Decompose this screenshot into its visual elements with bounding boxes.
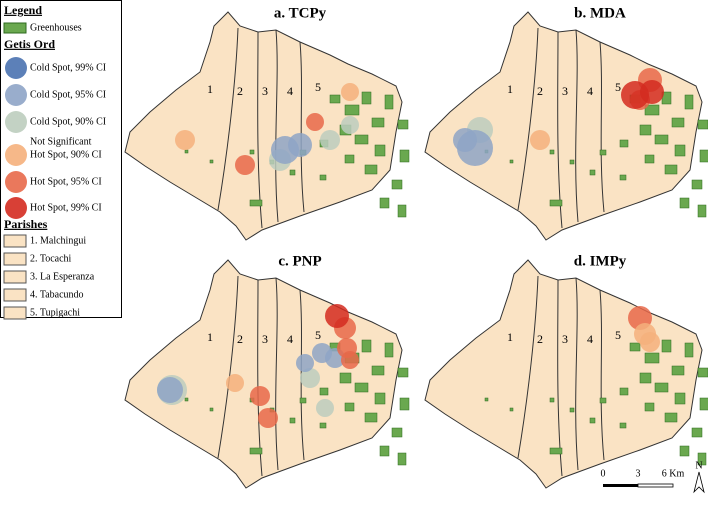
parish-number: 2 bbox=[237, 332, 243, 346]
hot-spot bbox=[306, 113, 324, 131]
hot-spot bbox=[226, 374, 244, 392]
parish-number: 2 bbox=[537, 332, 543, 346]
hot-spot bbox=[325, 304, 349, 328]
parish-number: 1 bbox=[507, 82, 513, 96]
parish-number: 4 bbox=[587, 84, 593, 98]
parish-number: 1 bbox=[207, 82, 213, 96]
north-arrow bbox=[693, 471, 705, 494]
parish-swatch bbox=[3, 234, 27, 248]
hot-spot bbox=[296, 354, 314, 372]
scale-label: 3 bbox=[636, 468, 641, 479]
legend: Legend Greenhouses Getis Ord Parishes Co… bbox=[0, 0, 122, 320]
parish-number: 2 bbox=[237, 84, 243, 98]
parish-swatch bbox=[3, 306, 27, 320]
legend-symbol bbox=[5, 111, 27, 133]
scale-label: 6 Km bbox=[662, 468, 685, 479]
legend-symbol bbox=[5, 144, 27, 166]
hot-spot bbox=[300, 368, 320, 388]
parish-map bbox=[424, 259, 708, 489]
hot-spot bbox=[341, 116, 359, 134]
parish-number: 3 bbox=[262, 332, 268, 346]
parish-number: 1 bbox=[207, 330, 213, 344]
legend-heading: Parishes bbox=[4, 217, 48, 231]
hot-spot bbox=[341, 351, 359, 369]
hot-spot bbox=[640, 332, 660, 352]
legend-title: Legend bbox=[4, 3, 42, 17]
parish-map bbox=[124, 259, 410, 489]
parish-number: 1 bbox=[507, 330, 513, 344]
legend-symbol bbox=[5, 57, 27, 79]
panel-title: c. PNP bbox=[278, 253, 321, 269]
hot-spot bbox=[288, 133, 312, 157]
parish-number: 5 bbox=[315, 80, 321, 94]
map-panel: 1 2 3 4 5 d. IMPy bbox=[424, 253, 708, 489]
panel-title: d. IMPy bbox=[574, 253, 627, 269]
legend-symbol bbox=[5, 84, 27, 106]
parish-number: 2 bbox=[537, 84, 543, 98]
parish-map bbox=[424, 11, 708, 241]
parish-number: 5 bbox=[615, 80, 621, 94]
legend-symbol bbox=[5, 171, 27, 193]
hot-spot bbox=[316, 399, 334, 417]
parish-number: 3 bbox=[262, 84, 268, 98]
parish-number: 4 bbox=[287, 84, 293, 98]
legend-label: Hot Spot, 90% CI bbox=[30, 149, 102, 160]
scale-segment bbox=[603, 484, 638, 487]
hot-spot bbox=[320, 130, 340, 150]
greenhouse-swatch bbox=[3, 22, 27, 34]
parish-swatch bbox=[3, 252, 27, 266]
scale-bar: 0 3 6 Km bbox=[601, 468, 685, 488]
hot-spot bbox=[341, 83, 359, 101]
parish-number: 4 bbox=[287, 332, 293, 346]
legend-label: Hot Spot, 95% CI bbox=[30, 176, 102, 187]
hot-spot bbox=[530, 130, 550, 150]
parish-number: 5 bbox=[615, 328, 621, 342]
scale-segment bbox=[637, 483, 674, 488]
legend-label: 4. Tabacundo bbox=[30, 289, 84, 300]
parish-swatch bbox=[3, 288, 27, 302]
legend-label: 1. Malchingui bbox=[30, 235, 86, 246]
legend-label: 3. La Esperanza bbox=[30, 271, 95, 282]
map-panel: 1 2 3 4 5 a. TCPy bbox=[124, 5, 410, 241]
parish-swatch bbox=[3, 270, 27, 284]
parish-number: 3 bbox=[562, 332, 568, 346]
legend-label: Cold Spot, 95% CI bbox=[30, 89, 106, 100]
parish-number: 4 bbox=[587, 332, 593, 346]
map-panel: 1 2 3 4 5 c. PNP bbox=[124, 253, 410, 489]
parish-number: 5 bbox=[315, 328, 321, 342]
parish-map bbox=[124, 11, 410, 241]
legend-symbol bbox=[5, 197, 27, 219]
hot-spot bbox=[175, 130, 195, 150]
panel-title: b. MDA bbox=[574, 5, 626, 21]
legend-label: 2. Tocachi bbox=[30, 253, 72, 264]
hot-spot bbox=[258, 408, 278, 428]
legend-label: Not Significant bbox=[30, 136, 92, 147]
panel-title: a. TCPy bbox=[274, 5, 327, 21]
hot-spot bbox=[640, 80, 664, 104]
legend-label: Cold Spot, 90% CI bbox=[30, 116, 106, 127]
map-panel: 1 2 3 4 5 b. MDA bbox=[424, 5, 708, 241]
north-label: N bbox=[695, 460, 702, 471]
parish-number: 3 bbox=[562, 84, 568, 98]
hot-spot bbox=[250, 386, 270, 406]
hot-spot bbox=[453, 128, 477, 152]
legend-label: Greenhouses bbox=[30, 22, 82, 33]
legend-label: Cold Spot, 99% CI bbox=[30, 62, 106, 73]
hot-spot bbox=[157, 377, 183, 403]
legend-heading: Getis Ord bbox=[4, 37, 55, 51]
legend-label: 5. Tupigachi bbox=[30, 307, 80, 318]
scale-label: 0 bbox=[601, 468, 606, 479]
hot-spot bbox=[235, 155, 255, 175]
legend-label: Hot Spot, 99% CI bbox=[30, 202, 102, 213]
